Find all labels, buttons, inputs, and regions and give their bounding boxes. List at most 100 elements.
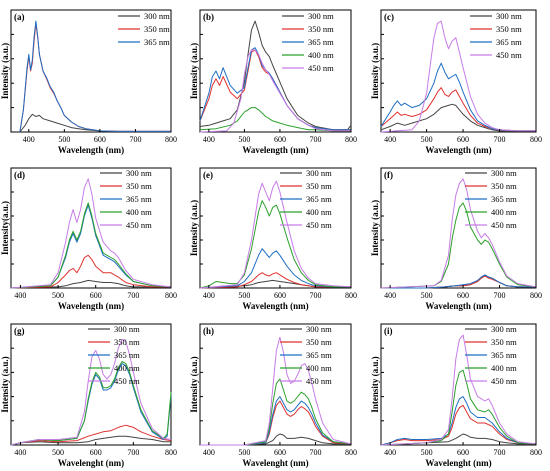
x-tick-label: 500 xyxy=(421,448,433,457)
series-line-450-nm xyxy=(380,334,537,446)
x-axis-title: Wavelenght (nm) xyxy=(242,458,308,468)
series-line-350-nm xyxy=(380,87,536,132)
x-tick-label: 700 xyxy=(309,291,321,300)
legend-label: 300 nm xyxy=(491,168,517,178)
legend-label: 300 nm xyxy=(496,11,522,21)
x-tick-label: 400 xyxy=(384,135,396,144)
series-line-400-nm xyxy=(199,200,351,289)
x-tick-label: 800 xyxy=(345,448,357,457)
x-tick-label: 700 xyxy=(129,135,141,144)
legend-label: 365 nm xyxy=(496,37,522,47)
plot-frame xyxy=(199,323,352,446)
series-line-450-nm xyxy=(199,49,351,133)
legend: 300 nm 350 nm 365 nm 400 nm 450 nm xyxy=(465,324,517,386)
panel-label: (a) xyxy=(14,12,25,22)
series-line-450-nm xyxy=(380,20,536,133)
chart-panel-1: 400 500 600 700 800 Wavelength (nm) Intensity … xyxy=(0,9,177,155)
x-tick-label: 800 xyxy=(165,135,177,144)
x-tick-label: 500 xyxy=(238,135,250,144)
legend-label: 400 nm xyxy=(114,363,140,373)
panel-label: (f) xyxy=(384,170,393,180)
series-line-450-nm xyxy=(380,178,537,289)
legend-label: 400 nm xyxy=(308,50,334,60)
panel-label: (d) xyxy=(14,170,25,180)
x-tick-label: 600 xyxy=(457,135,469,144)
x-tick-label: 600 xyxy=(274,448,286,457)
x-tick-label: 800 xyxy=(345,135,357,144)
x-tick-label: 400 xyxy=(14,448,26,457)
y-axis-title: Intensity (a.u.) xyxy=(189,356,199,412)
series-line-450-nm xyxy=(200,336,352,446)
chart-panel-7: 400 500 600 700 800 Wavelenght (nm) Intensity … xyxy=(0,323,177,468)
x-tick-label: 400 xyxy=(203,291,215,300)
x-axis-title: Wavelength (nm) xyxy=(425,145,491,155)
series-line-365-nm xyxy=(10,363,172,446)
series-line-400-nm xyxy=(10,360,172,446)
series-line-365-nm xyxy=(199,248,351,289)
legend: 300 nm 350 nm 365 nm xyxy=(118,11,170,47)
series-line-300-nm xyxy=(380,103,536,132)
legend: 300 nm 350 nm 365 nm 400 nm 450 nm xyxy=(465,168,517,230)
series-line-400-nm xyxy=(200,378,352,446)
panel-label: (h) xyxy=(203,326,214,336)
x-tick-label: 500 xyxy=(421,135,433,144)
legend-label: 450 nm xyxy=(308,63,334,73)
legend-label: 300 nm xyxy=(306,168,332,178)
x-tick-label: 600 xyxy=(274,135,286,144)
y-axis-title: Intensity (a.u.) xyxy=(370,200,380,256)
x-axis-title: Wavelenght (nm) xyxy=(425,458,491,468)
legend-label: 350 nm xyxy=(491,181,517,191)
x-tick-label: 400 xyxy=(384,291,396,300)
x-tick-label: 400 xyxy=(203,448,215,457)
x-tick-label: 700 xyxy=(127,291,139,300)
legend-label: 350 nm xyxy=(491,337,517,347)
plot-frame xyxy=(199,9,352,133)
plot-frame xyxy=(10,323,172,446)
legend-label: 450 nm xyxy=(126,220,152,230)
x-tick-label: 600 xyxy=(457,291,469,300)
legend-label: 365 nm xyxy=(491,350,517,360)
x-tick-label: 700 xyxy=(127,448,139,457)
y-axis-title: Intensity (a.u.) xyxy=(0,43,10,99)
plot-frame xyxy=(10,167,172,289)
x-tick-label: 700 xyxy=(494,135,506,144)
x-axis-title: Wavelength (nm) xyxy=(242,301,308,311)
legend-label: 400 nm xyxy=(491,207,517,217)
legend-label: 350 nm xyxy=(126,181,152,191)
series-line-400-nm xyxy=(10,202,172,289)
x-tick-label: 800 xyxy=(345,291,357,300)
legend-label: 300 nm xyxy=(491,324,517,334)
x-tick-label: 600 xyxy=(457,448,469,457)
series-line-350-nm xyxy=(199,272,351,289)
legend-label: 350 nm xyxy=(308,24,334,34)
panel-label: (i) xyxy=(384,326,393,336)
series-line-365-nm xyxy=(380,62,536,132)
x-tick-label: 500 xyxy=(238,291,250,300)
panel-label: (b) xyxy=(203,12,214,22)
series-line-400-nm xyxy=(199,107,351,132)
series-line-350-nm xyxy=(199,49,351,131)
x-axis-title: Wavelength (nm) xyxy=(58,301,124,311)
x-tick-label: 700 xyxy=(309,135,321,144)
legend-label: 300 nm xyxy=(308,11,334,21)
x-axis-title: Wavelength (nm) xyxy=(425,301,491,311)
legend-label: 450 nm xyxy=(306,220,332,230)
x-tick-label: 400 xyxy=(384,448,396,457)
series-line-300-nm xyxy=(10,279,171,289)
chart-panel-9: 400 500 600 700 800 Wavelenght (nm) Intensity … xyxy=(370,323,542,468)
x-tick-label: 400 xyxy=(14,291,26,300)
series-line-300-nm xyxy=(200,433,351,446)
legend-label: 400 nm xyxy=(491,363,517,373)
x-tick-label: 700 xyxy=(494,448,506,457)
x-tick-label: 500 xyxy=(52,291,64,300)
series-line-300-nm xyxy=(199,20,352,131)
y-axis-title: Intensity (a.u.) xyxy=(189,200,199,256)
legend-label: 365 nm xyxy=(306,194,332,204)
legend-label: 350 nm xyxy=(144,24,170,34)
series-line-365-nm xyxy=(19,20,171,133)
x-tick-label: 700 xyxy=(309,448,321,457)
legend-label: 450 nm xyxy=(306,376,332,386)
chart-panel-3: 400 500 600 700 800 Wavelength (nm) Intensity … xyxy=(370,9,542,155)
panel-label: (g) xyxy=(14,326,25,336)
